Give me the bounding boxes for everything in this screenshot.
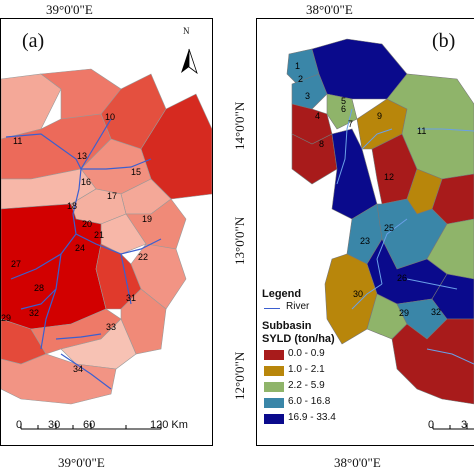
panel-label-a: (a) <box>22 30 45 52</box>
scale-label-a-30: 30 <box>48 419 61 431</box>
subbasin-label: 18 <box>67 201 77 211</box>
legend-class-label: 2.2 - 5.9 <box>288 380 325 391</box>
scale-label-a-60: 60 <box>83 419 96 431</box>
legend: Legend River Subbasin SYLD (ton/ha) 0.0 … <box>262 288 336 424</box>
subbasin-label: 8 <box>319 139 324 149</box>
legend-title: Legend <box>262 288 302 300</box>
subbasin-label: 34 <box>73 364 83 374</box>
scale-label-a-120: 120 Km <box>150 419 188 431</box>
subbasin-label: 12 <box>384 172 394 182</box>
scale-label-a-0: 0 <box>16 419 23 431</box>
bottom-longitude-label-a: 39°0'0"E <box>58 455 105 470</box>
subbasin-label: 2 <box>298 74 303 84</box>
scale-label-b-3: 3 <box>461 419 468 431</box>
latitude-label-14: 14°0'0"N <box>232 101 247 150</box>
subbasin-label: 29 <box>399 308 409 318</box>
subbasin-label: 13 <box>77 151 87 161</box>
subbasin-label: 27 <box>11 259 21 269</box>
panel-label-b: (b) <box>432 30 456 52</box>
subbasin-label: 21 <box>94 230 104 240</box>
subbasin-label: 33 <box>106 322 116 332</box>
subbasin-legend-title: Subbasin <box>262 320 312 332</box>
subbasin-label: 22 <box>138 252 148 262</box>
subbasin-label: 17 <box>107 191 117 201</box>
subbasin-label: 15 <box>131 167 141 177</box>
top-longitude-label-b: 38°0'0"E <box>306 2 353 17</box>
legend-class-label: 0.0 - 0.9 <box>288 348 325 359</box>
subbasin-label: 3 <box>305 91 310 101</box>
scale-bar-a <box>20 423 162 430</box>
north-arrow-icon <box>181 48 198 75</box>
subbasin-label: 5 <box>341 96 346 106</box>
subbasin-label: 7 <box>348 119 353 129</box>
legend-swatch <box>264 382 284 392</box>
subbasin-label: 32 <box>29 308 39 318</box>
legend-swatch <box>264 398 284 408</box>
subbasin-label: 10 <box>105 112 115 122</box>
subbasin-label: 20 <box>82 219 92 229</box>
scale-label-b-0: 0 <box>428 419 435 431</box>
subbasin-label: 6 <box>341 104 346 114</box>
subbasin-label: 19 <box>142 214 152 224</box>
subbasin-label: 9 <box>377 111 382 121</box>
subbasin-label: 31 <box>126 293 136 303</box>
subbasin-label: 32 <box>431 307 441 317</box>
legend-swatch <box>264 366 284 376</box>
map-frame-a: 10 11 13 15 16 17 18 19 20 21 22 24 27 2… <box>0 18 213 446</box>
bottom-longitude-label-b: 38°0'0"E <box>334 455 381 470</box>
legend-class-label: 6.0 - 16.8 <box>288 396 331 407</box>
legend-class-label: 16.9 - 33.4 <box>288 412 336 423</box>
subbasin-label: 11 <box>13 136 22 146</box>
legend-swatch <box>264 414 284 424</box>
scale-bar-b <box>432 423 474 430</box>
subbasin-label: 26 <box>397 273 407 283</box>
latitude-label-13: 13°0'0"N <box>232 216 247 265</box>
subbasin-label: 30 <box>353 289 363 299</box>
map-a: 10 11 13 15 16 17 18 19 20 21 22 24 27 2… <box>0 48 213 430</box>
map-frame-b: 1 2 3 4 5 6 7 8 9 11 12 23 25 26 29 30 3… <box>256 18 474 446</box>
north-letter: N <box>183 26 190 36</box>
subbasin-label: 4 <box>315 111 320 121</box>
subbasin-label: 29 <box>1 313 11 323</box>
top-longitude-label-a: 39°0'0"E <box>46 2 93 17</box>
subbasin-label: 28 <box>34 283 44 293</box>
subbasin-label: 16 <box>81 177 91 187</box>
river-legend-label: River <box>286 301 310 312</box>
syld-legend-title: SYLD (ton/ha) <box>262 333 335 345</box>
subbasin-label: 23 <box>360 236 370 246</box>
subbasin-label: 1 <box>295 61 300 71</box>
subbasin-label: 25 <box>384 223 394 233</box>
river-legend-icon <box>264 308 280 309</box>
latitude-label-12: 12°0'0"N <box>232 351 247 400</box>
subbasin-label: 24 <box>75 243 85 253</box>
map-b: 1 2 3 4 5 6 7 8 9 11 12 23 25 26 29 30 3… <box>286 38 474 430</box>
subbasin-label: 11 <box>417 126 426 136</box>
legend-class-label: 1.0 - 2.1 <box>288 364 325 375</box>
legend-swatch <box>264 350 284 360</box>
